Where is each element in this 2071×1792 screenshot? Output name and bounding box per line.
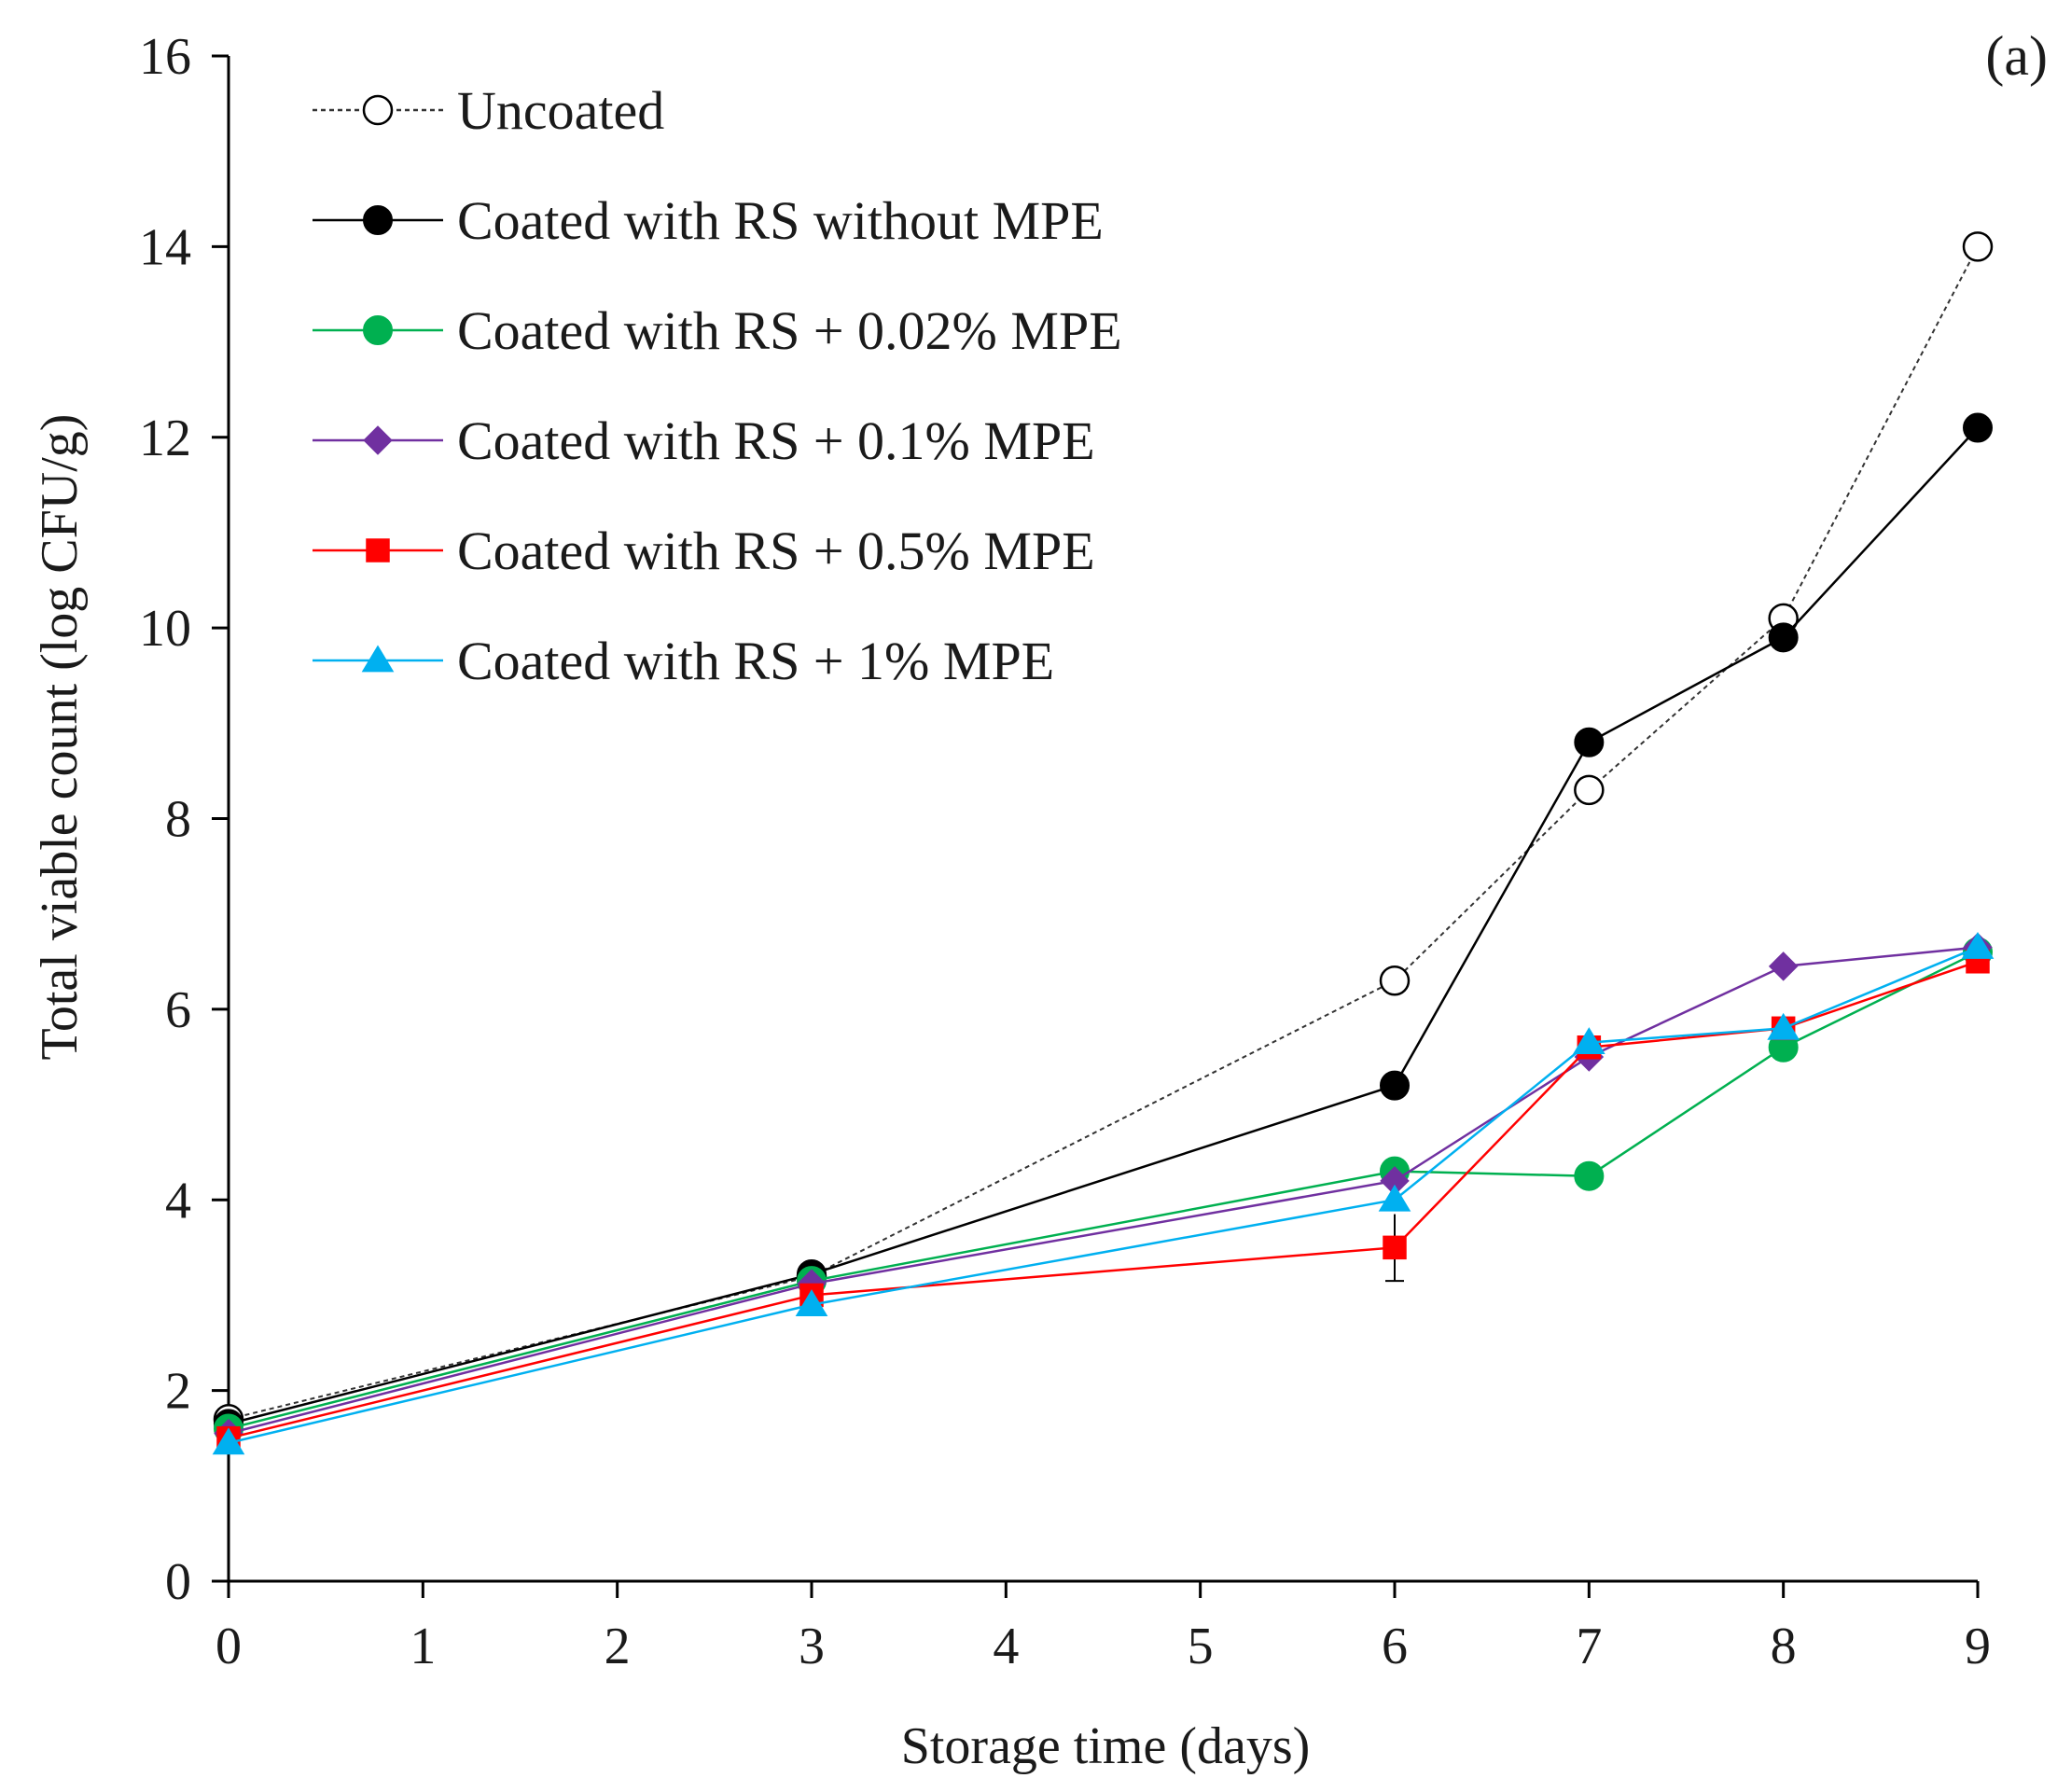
legend-marker: [363, 315, 393, 345]
legend-marker: [366, 538, 390, 563]
x-tick-label: 3: [799, 1618, 825, 1675]
series-line: [228, 426, 1979, 1425]
series-line: [228, 946, 1979, 1435]
series-3: [214, 937, 1993, 1444]
data-point: [1379, 965, 1411, 996]
legend-marker: [363, 205, 393, 235]
series-line: [228, 960, 1979, 1439]
panel-label: (a): [1985, 25, 2048, 87]
data-point: [1768, 622, 1799, 653]
data-point: [795, 1289, 828, 1317]
data-point: [1767, 1012, 1800, 1040]
data-point: [1961, 931, 1995, 959]
series-5: [216, 950, 1990, 1451]
x-tick-label: 4: [993, 1618, 1019, 1675]
legend-label: Coated with RS without MPE: [457, 190, 1104, 251]
legend-item: Uncoated: [313, 80, 664, 141]
legend-item: Coated with RS + 0.02% MPE: [313, 300, 1122, 361]
data-point: [1768, 952, 1799, 981]
data-point: [1962, 231, 1994, 262]
legend-item: Coated with RS + 0.5% MPE: [313, 521, 1095, 581]
legend-label: Coated with RS + 0.02% MPE: [457, 300, 1122, 361]
legend-label: Coated with RS + 0.1% MPE: [457, 410, 1095, 471]
x-tick-label: 8: [1771, 1618, 1797, 1675]
y-tick-label: 8: [165, 791, 191, 849]
data-point: [1963, 412, 1993, 443]
x-axis-title: Storage time (days): [901, 1717, 1311, 1775]
series-4: [214, 932, 1993, 1449]
y-tick-label: 12: [139, 410, 191, 467]
data-point: [1574, 727, 1605, 757]
data-point: [1573, 1027, 1605, 1055]
data-point: [212, 1427, 245, 1455]
data-point: [1574, 1160, 1605, 1191]
series-layer: [212, 231, 1995, 1455]
series-line: [228, 946, 1979, 1445]
series-6: [212, 931, 1995, 1455]
y-tick-label: 10: [139, 600, 191, 658]
series-line: [228, 951, 1979, 1430]
legend-item: Coated with RS + 1% MPE: [313, 631, 1054, 691]
y-tick-label: 14: [139, 218, 191, 276]
legend: Uncoated Coated with RS without MPE Coated…: [313, 80, 1122, 691]
data-point: [1574, 774, 1605, 806]
x-tick-label: 1: [410, 1618, 436, 1675]
x-tick-label: 5: [1188, 1618, 1214, 1675]
x-tick-label: 7: [1576, 1618, 1602, 1675]
legend-label: Coated with RS + 1% MPE: [457, 631, 1054, 691]
legend-label: Coated with RS + 0.5% MPE: [457, 521, 1095, 581]
y-tick-label: 0: [165, 1553, 191, 1611]
legend-label: Uncoated: [457, 80, 664, 141]
y-tick-label: 6: [165, 981, 191, 1039]
data-point: [1383, 1235, 1407, 1260]
data-point: [1380, 1070, 1410, 1101]
y-tick-label: 4: [165, 1172, 191, 1229]
legend-item: Coated with RS + 0.1% MPE: [313, 410, 1095, 471]
x-tick-label: 9: [1965, 1618, 1991, 1675]
legend-marker: [363, 425, 393, 455]
data-point: [1380, 1166, 1410, 1196]
data-point: [1378, 1184, 1411, 1212]
x-tick-label: 0: [215, 1618, 242, 1675]
y-tick-label: 2: [165, 1363, 191, 1421]
legend-marker: [361, 645, 395, 673]
y-axis-title: Total viable count (log CFU/g): [31, 414, 89, 1061]
legend-item: Coated with RS without MPE: [313, 190, 1104, 251]
legend-marker: [362, 94, 394, 126]
y-tick-label: 16: [139, 28, 191, 86]
x-tick-label: 6: [1382, 1618, 1408, 1675]
x-tick-label: 2: [605, 1618, 631, 1675]
